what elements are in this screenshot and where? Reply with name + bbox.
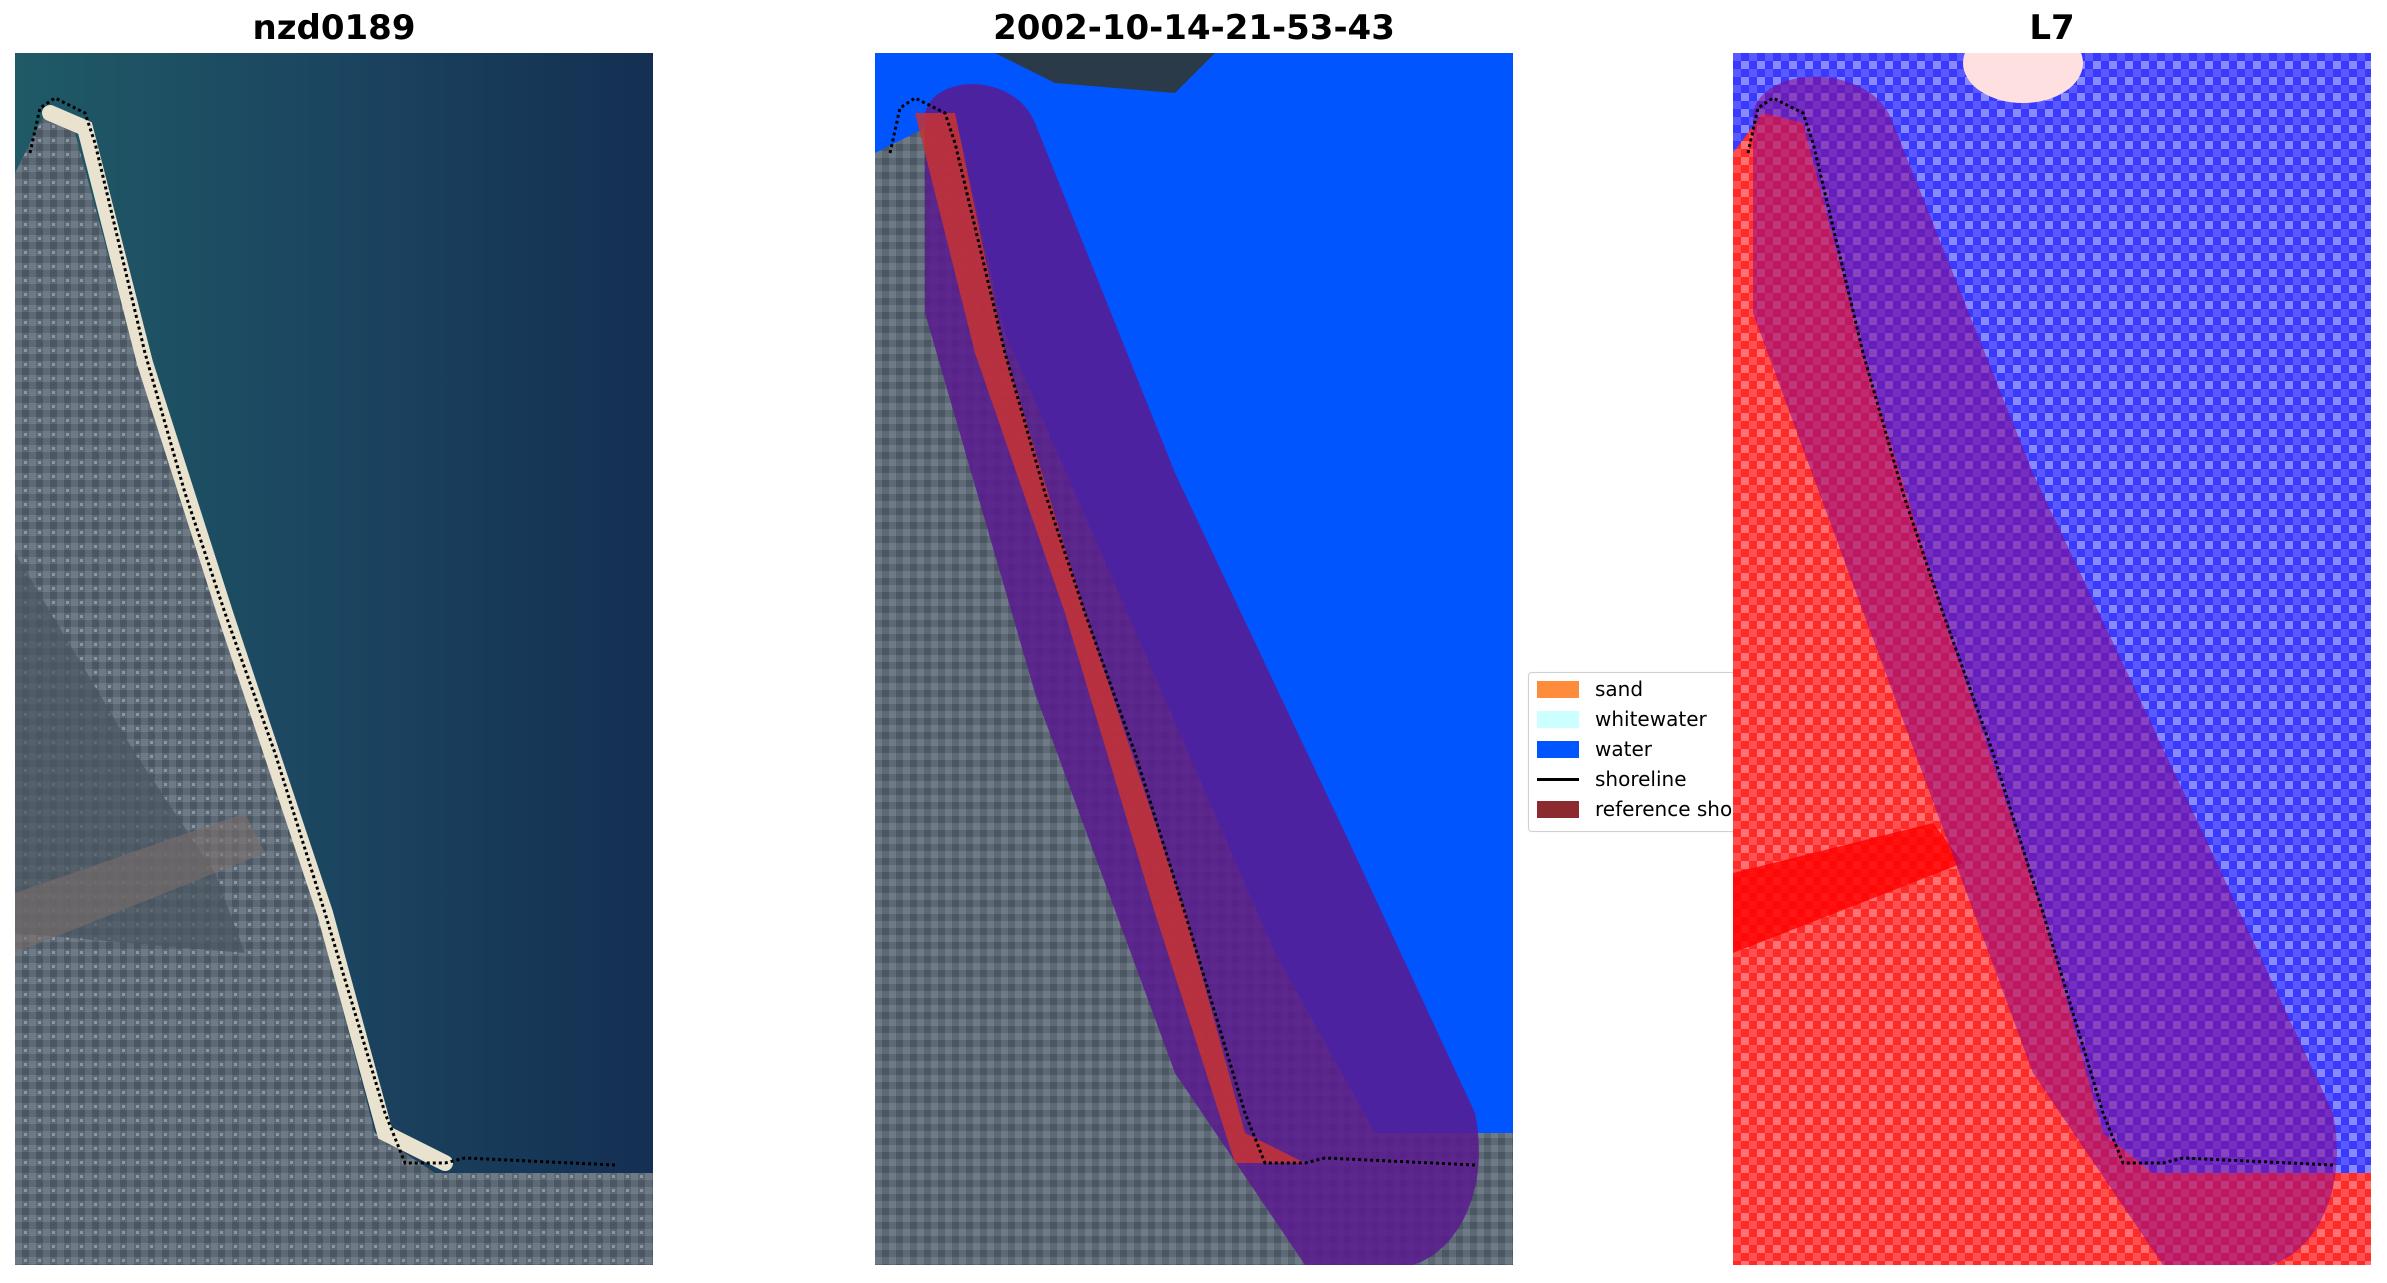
legend-item-whitewater: whitewater xyxy=(1537,707,1707,731)
whitewater-swatch xyxy=(1537,710,1579,728)
shoreline-line xyxy=(28,96,616,1167)
legend-label-whitewater: whitewater xyxy=(1595,707,1707,731)
classification-panel xyxy=(875,53,1513,1265)
legend-label-reference-shoreline: reference shoreline buffer xyxy=(1595,797,1740,821)
legend-label-sand: sand xyxy=(1595,677,1644,701)
legend-item-water: water xyxy=(1537,737,1652,761)
panel-title-rgb: nzd0189 xyxy=(252,8,416,48)
sand-swatch xyxy=(1537,680,1579,698)
legend-label-water: water xyxy=(1595,737,1652,761)
index-shoreline-line xyxy=(1746,96,2334,1167)
index-image xyxy=(1733,53,2371,1265)
classified-shoreline-line xyxy=(888,96,1476,1167)
legend-item-reference-shoreline: reference shoreline buffer xyxy=(1537,797,1740,821)
reference-shoreline-swatch xyxy=(1537,800,1579,818)
panel-title-classification: 2002-10-14-21-53-43 xyxy=(993,8,1395,48)
rgb-image-panel xyxy=(15,53,653,1265)
legend-label-shoreline: shoreline xyxy=(1595,767,1687,791)
index-panel xyxy=(1733,53,2371,1265)
panel-title-index: L7 xyxy=(2029,8,2075,48)
legend-item-sand: sand xyxy=(1537,677,1643,701)
classification-image xyxy=(875,53,1513,1265)
shoreline-swatch xyxy=(1537,777,1579,781)
water-swatch xyxy=(1537,740,1579,758)
rgb-image xyxy=(15,53,653,1265)
legend-item-shoreline: shoreline xyxy=(1537,767,1687,791)
legend: sand whitewater water shoreline referenc… xyxy=(1528,672,1740,832)
